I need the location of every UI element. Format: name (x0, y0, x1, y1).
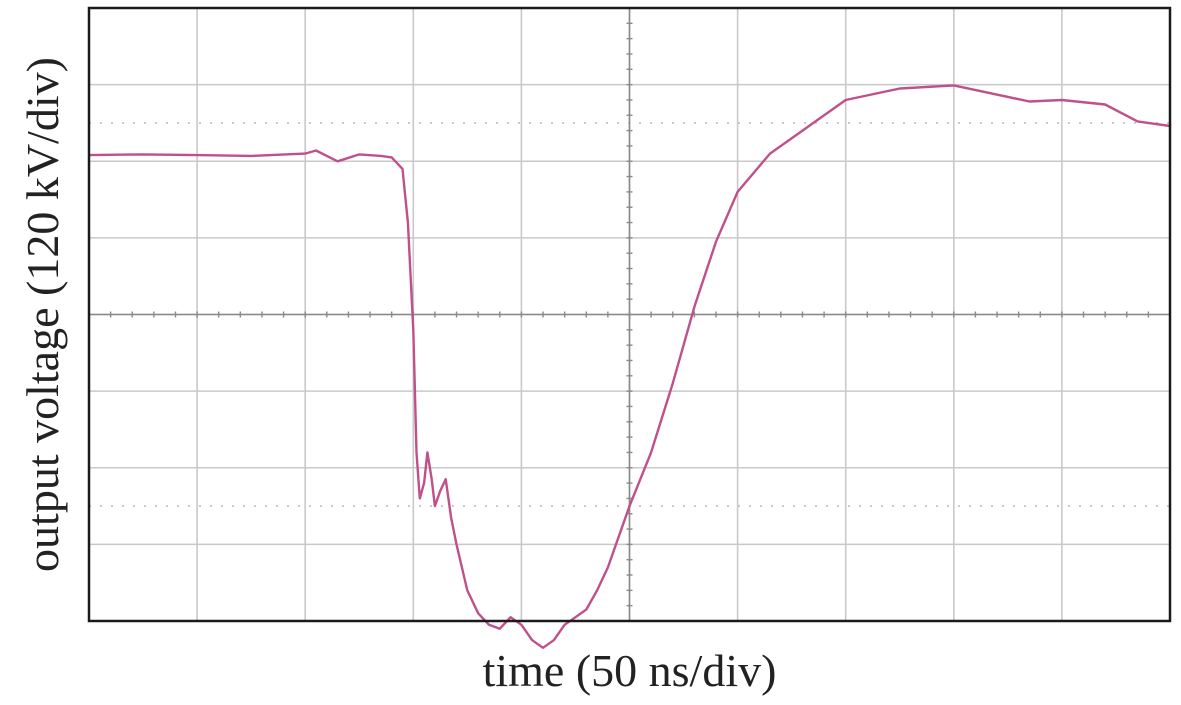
y-axis-title: output voltage (120 kV/div) (17, 57, 68, 572)
voltage-trace (87, 84, 1172, 649)
center-axes (89, 8, 1170, 621)
x-axis-title: time (50 ns/div) (483, 645, 777, 696)
trace-layer (87, 84, 1172, 649)
plot-frame (87, 6, 1172, 623)
